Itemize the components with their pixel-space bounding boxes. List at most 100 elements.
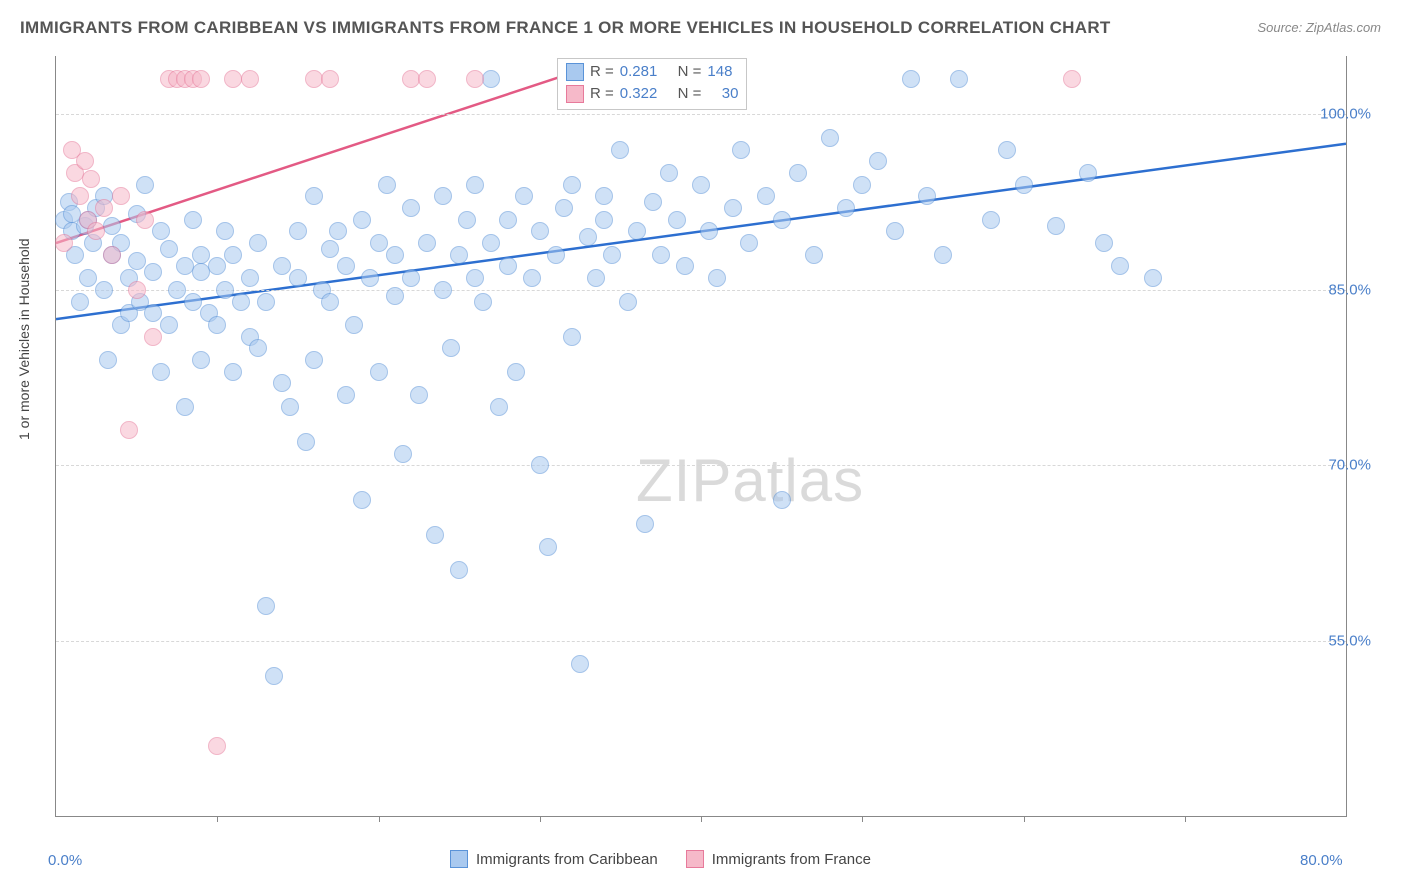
data-point xyxy=(160,316,178,334)
data-point xyxy=(789,164,807,182)
data-point xyxy=(450,561,468,579)
bottom-legend-label-0: Immigrants from Caribbean xyxy=(476,851,658,868)
y-tick-label: 70.0% xyxy=(1328,457,1371,474)
data-point xyxy=(192,351,210,369)
data-point xyxy=(587,269,605,287)
data-point xyxy=(660,164,678,182)
data-point xyxy=(563,176,581,194)
stat-n-value-0: 148 xyxy=(707,61,732,83)
data-point xyxy=(434,187,452,205)
data-point xyxy=(692,176,710,194)
stat-r-value-1: 0.322 xyxy=(620,83,658,105)
data-point xyxy=(1095,234,1113,252)
data-point xyxy=(224,363,242,381)
data-point xyxy=(595,187,613,205)
data-point xyxy=(853,176,871,194)
stat-r-label: R = xyxy=(590,83,614,105)
data-point xyxy=(773,491,791,509)
data-point xyxy=(79,269,97,287)
data-point xyxy=(821,129,839,147)
legend-swatch-caribbean xyxy=(450,850,468,868)
data-point xyxy=(120,421,138,439)
data-point xyxy=(490,398,508,416)
data-point xyxy=(273,374,291,392)
data-point xyxy=(144,328,162,346)
data-point xyxy=(289,222,307,240)
data-point xyxy=(257,293,275,311)
data-point xyxy=(466,70,484,88)
data-point xyxy=(426,526,444,544)
data-point xyxy=(208,737,226,755)
data-point xyxy=(241,70,259,88)
data-point xyxy=(87,222,105,240)
data-point xyxy=(337,257,355,275)
gridline-h xyxy=(56,465,1346,466)
data-point xyxy=(434,281,452,299)
data-point xyxy=(305,187,323,205)
data-point xyxy=(1063,70,1081,88)
data-point xyxy=(918,187,936,205)
data-point xyxy=(902,70,920,88)
data-point xyxy=(297,433,315,451)
data-point xyxy=(273,257,291,275)
chart-title: IMMIGRANTS FROM CARIBBEAN VS IMMIGRANTS … xyxy=(20,18,1111,38)
data-point xyxy=(216,281,234,299)
y-tick-label: 55.0% xyxy=(1328,632,1371,649)
data-point xyxy=(265,667,283,685)
data-point xyxy=(232,293,250,311)
data-point xyxy=(99,351,117,369)
gridline-h xyxy=(56,290,1346,291)
data-point xyxy=(507,363,525,381)
data-point xyxy=(281,398,299,416)
data-point xyxy=(71,293,89,311)
gridline-h xyxy=(56,641,1346,642)
data-point xyxy=(555,199,573,217)
data-point xyxy=(337,386,355,404)
y-tick-label: 100.0% xyxy=(1320,106,1371,123)
data-point xyxy=(466,269,484,287)
data-point xyxy=(112,187,130,205)
data-point xyxy=(321,240,339,258)
x-tick xyxy=(217,816,218,822)
data-point xyxy=(370,234,388,252)
x-tick xyxy=(540,816,541,822)
data-point xyxy=(144,304,162,322)
chart-container: IMMIGRANTS FROM CARIBBEAN VS IMMIGRANTS … xyxy=(0,0,1406,892)
data-point xyxy=(136,176,154,194)
data-point xyxy=(523,269,541,287)
data-point xyxy=(499,211,517,229)
data-point xyxy=(418,70,436,88)
data-point xyxy=(241,269,259,287)
data-point xyxy=(636,515,654,533)
legend-swatch-france xyxy=(566,85,584,103)
data-point xyxy=(442,339,460,357)
x-tick xyxy=(1185,816,1186,822)
stat-r-label: R = xyxy=(590,61,614,83)
data-point xyxy=(184,293,202,311)
data-point xyxy=(837,199,855,217)
data-point xyxy=(410,386,428,404)
data-point xyxy=(547,246,565,264)
data-point xyxy=(208,316,226,334)
bottom-legend-item-1: Immigrants from France xyxy=(686,850,871,868)
data-point xyxy=(82,170,100,188)
data-point xyxy=(152,363,170,381)
data-point xyxy=(305,351,323,369)
data-point xyxy=(482,70,500,88)
y-axis-title: 1 or more Vehicles in Household xyxy=(16,238,32,440)
data-point xyxy=(805,246,823,264)
data-point xyxy=(224,70,242,88)
data-point xyxy=(103,217,121,235)
legend-swatch-france xyxy=(686,850,704,868)
data-point xyxy=(144,263,162,281)
data-point xyxy=(361,269,379,287)
data-point xyxy=(353,211,371,229)
legend-stats-row-1: R = 0.322 N = 30 xyxy=(566,83,738,105)
data-point xyxy=(708,269,726,287)
data-point xyxy=(394,445,412,463)
stat-r-value-0: 0.281 xyxy=(620,61,658,83)
x-tick xyxy=(379,816,380,822)
source-label: Source: ZipAtlas.com xyxy=(1257,20,1381,35)
trend-lines xyxy=(56,56,1346,816)
data-point xyxy=(757,187,775,205)
